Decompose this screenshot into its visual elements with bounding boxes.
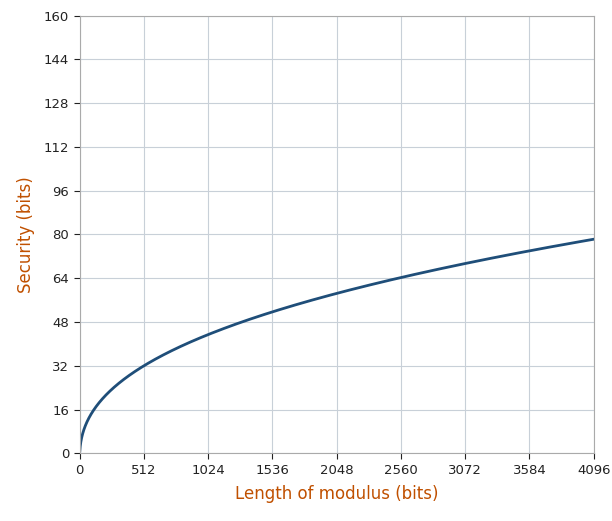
Y-axis label: Security (bits): Security (bits) — [17, 176, 35, 293]
X-axis label: Length of modulus (bits): Length of modulus (bits) — [235, 485, 438, 503]
